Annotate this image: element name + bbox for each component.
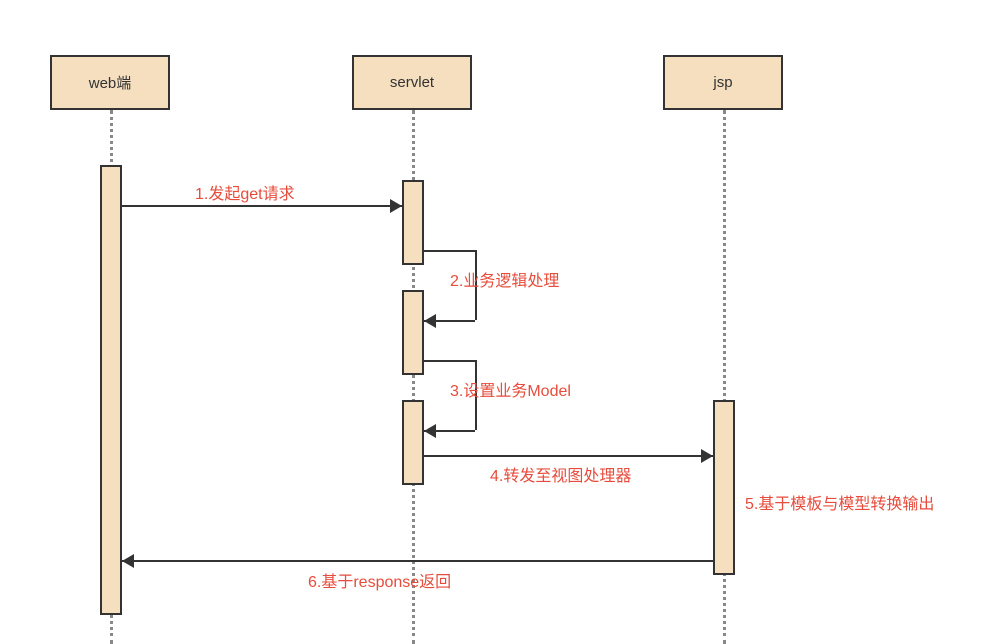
- message-4-arrow: [701, 449, 713, 463]
- message-6-line: [122, 560, 713, 562]
- activation-servlet-3: [402, 400, 424, 485]
- message-2-arrow: [424, 314, 436, 328]
- message-1-arrow: [390, 199, 402, 213]
- message-1-label: 1.发起get请求: [195, 180, 295, 204]
- message-2-label: 2.业务逻辑处理: [450, 267, 559, 291]
- message-6-label: 6.基于response返回: [308, 568, 451, 592]
- participant-web: web端: [50, 55, 170, 110]
- activation-web-0: [100, 165, 122, 615]
- message-4-label: 4.转发至视图处理器: [490, 462, 631, 486]
- activation-jsp-4: [713, 400, 735, 575]
- message-4-line: [424, 455, 713, 457]
- participant-servlet: servlet: [352, 55, 472, 110]
- message-2-seg1: [424, 250, 475, 252]
- message-6-arrow: [122, 554, 134, 568]
- message-5-label: 5.基于模板与模型转换输出: [745, 490, 934, 514]
- activation-servlet-2: [402, 290, 424, 375]
- activation-servlet-1: [402, 180, 424, 265]
- message-3-seg1: [424, 360, 475, 362]
- message-1-line: [122, 205, 402, 207]
- sequence-diagram: web端 servlet jsp 1.发起get请求 2.业务逻辑处理 3.设置业务Mod…: [0, 0, 1000, 644]
- message-3-label: 3.设置业务Model: [450, 377, 571, 401]
- participant-jsp: jsp: [663, 55, 783, 110]
- message-3-arrow: [424, 424, 436, 438]
